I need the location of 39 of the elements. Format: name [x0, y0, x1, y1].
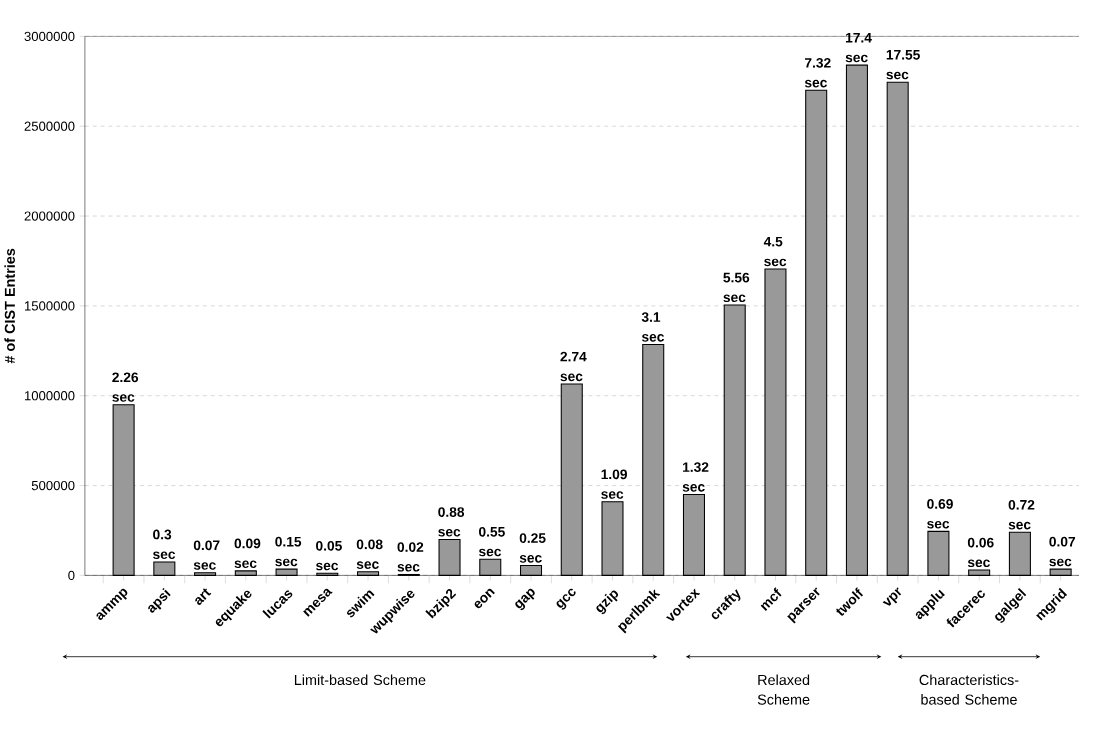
annotation: 0.08 sec	[356, 539, 383, 570]
x-tick-label: vpr	[882, 587, 902, 606]
annotation: 2.74 sec	[560, 351, 587, 382]
annotation: 0.09 sec	[234, 538, 261, 569]
y-tick-label: 3000000	[24, 31, 75, 42]
y-tick-label: 1500000	[24, 301, 75, 311]
text: Relaxed Scheme	[757, 674, 810, 705]
y-tick-label: 0	[68, 570, 75, 581]
text: Characteristics-based Scheme	[919, 674, 1019, 705]
annotation: 0.07 sec	[1049, 537, 1076, 567]
annotation: 0.72 sec	[1008, 500, 1035, 530]
text: Limit-based Scheme	[294, 674, 426, 686]
annotation: 0.15 sec	[275, 537, 302, 567]
annotation: 17.4 sec	[845, 33, 872, 63]
x-tick-label: art	[195, 588, 212, 606]
annotation: 0.06 sec	[967, 537, 994, 568]
y-tick-label: 2500000	[24, 121, 75, 132]
x-tick-label: eon	[474, 588, 495, 609]
annotation: 1.09 sec	[601, 469, 627, 500]
x-tick-label: gap	[515, 588, 535, 611]
annotation: 0.05 sec	[316, 541, 342, 571]
annotation: 0.25 sec	[519, 533, 546, 563]
annotation: 0.69 sec	[927, 499, 953, 529]
annotation: 1.32 sec	[682, 462, 709, 492]
annotation: 0.3 sec	[153, 529, 176, 560]
x-tick-label: gcc	[556, 588, 576, 610]
y-tick-label: 2000000	[24, 211, 75, 221]
annotation: 7.32 sec	[804, 58, 831, 88]
annotation: 17.55 sec	[886, 50, 920, 80]
annotation: 4.5 sec	[763, 237, 787, 267]
annotation: 0.55 sec	[478, 527, 505, 557]
y-axis-title: # of CIST Entries	[4, 249, 15, 364]
y-tick-label: 500000	[31, 481, 75, 491]
annotation: 2.26 sec	[112, 372, 139, 403]
annotation: 3.1 sec	[641, 312, 664, 342]
annotation: 5.56 sec	[723, 272, 750, 303]
annotation: 0.88 sec	[438, 507, 465, 537]
y-tick-label: 1000000	[24, 391, 75, 401]
annotation: 0.02 sec	[397, 542, 424, 572]
